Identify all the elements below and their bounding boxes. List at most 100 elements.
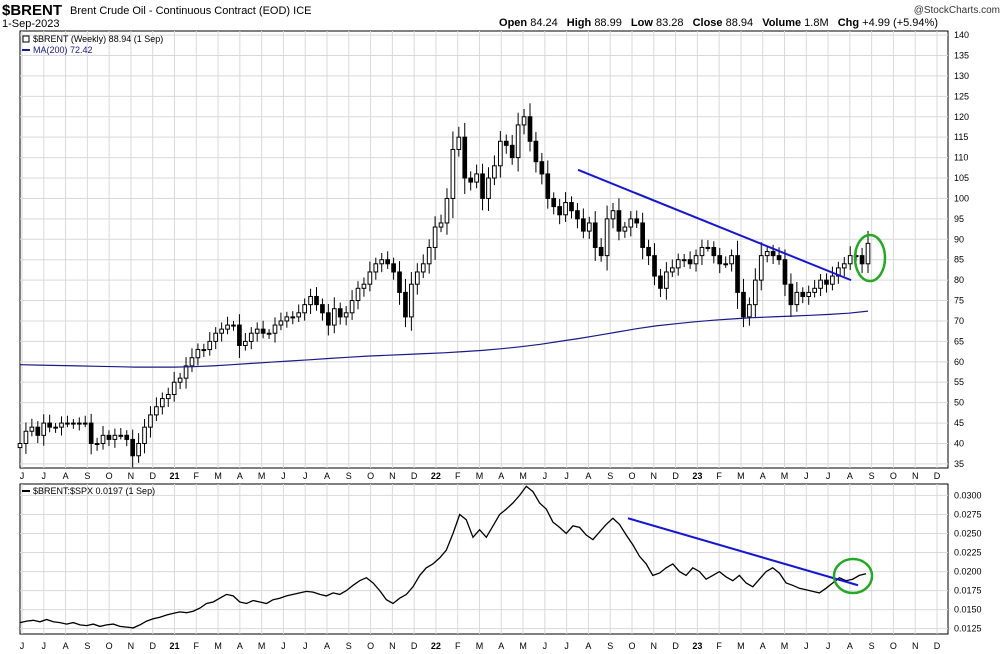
candle-down [397, 271, 402, 293]
candle-up [794, 291, 800, 306]
candle-up [183, 365, 189, 379]
candle-up [699, 246, 705, 257]
candle-down [575, 210, 580, 220]
price-tick-label: 105 [954, 173, 969, 183]
candle-up [308, 295, 313, 306]
candle-down [687, 259, 693, 265]
x-tick-label: O [890, 471, 897, 481]
ratio-tick-label: 0.0300 [954, 490, 982, 500]
price-tick-label: 55 [954, 377, 964, 387]
candle-up [272, 324, 278, 334]
price-tick-label: 60 [954, 357, 964, 367]
x-tick-label-bottom: J [804, 641, 809, 651]
x-tick-label-bottom: 23 [692, 641, 702, 651]
candle-up [100, 434, 106, 444]
candle-down [646, 246, 651, 257]
x-tick-label: J [303, 471, 308, 481]
price-tick-label: 115 [954, 132, 968, 142]
candle-up [492, 165, 497, 179]
price-tick-label: 35 [954, 459, 964, 469]
x-tick-label-bottom: N [651, 641, 658, 651]
x-tick-label: J [564, 471, 569, 481]
ratio-line [19, 485, 867, 629]
candle-down [391, 263, 396, 273]
x-tick-label-bottom: J [543, 641, 548, 651]
candle-down [569, 202, 574, 212]
x-tick-label-bottom: M [781, 641, 789, 651]
x-tick-label: N [389, 471, 396, 481]
x-tick-label-bottom: J [564, 641, 569, 651]
x-tick-label-bottom: A [760, 641, 766, 651]
candle-down [527, 116, 533, 142]
x-tick-label-bottom: O [628, 641, 635, 651]
candle-down [741, 291, 746, 318]
candle-up [474, 173, 479, 183]
ohlc-readout: Open 84.24 High 88.99 Low 83.28 Close 88… [499, 17, 944, 29]
x-tick-label-bottom: S [84, 641, 90, 651]
candle-up [165, 393, 171, 400]
candle-up [379, 259, 385, 265]
price-tick-label: 50 [954, 398, 964, 408]
x-tick-label-bottom: M [258, 641, 266, 651]
candle-up [367, 271, 373, 285]
x-tick-label: 23 [692, 471, 702, 481]
candle-down [859, 255, 865, 265]
candle-up [764, 251, 770, 257]
x-tick-label: J [826, 471, 831, 481]
candle-down [717, 255, 723, 265]
candle-down [503, 140, 509, 146]
candle-up [414, 271, 420, 285]
x-tick-label-bottom: 22 [431, 641, 441, 651]
x-tick-label: O [106, 471, 113, 481]
x-tick-label: D [149, 471, 156, 481]
candle-up [693, 255, 699, 265]
candle-up [497, 140, 503, 167]
price-tick-label: 120 [954, 112, 969, 122]
x-tick-label: J [20, 471, 25, 481]
candle-up [604, 218, 610, 257]
candle-up [231, 324, 236, 327]
x-tick-label-bottom: S [869, 641, 875, 651]
candle-up [361, 283, 367, 289]
candle-up [159, 398, 165, 408]
candle-down [551, 197, 557, 208]
x-tick-label: O [628, 471, 635, 481]
price-tick-label: 70 [954, 316, 964, 326]
candle-up [758, 255, 764, 281]
x-tick-label-bottom: A [237, 641, 243, 651]
candle-down [658, 275, 663, 289]
candle-down [788, 283, 794, 306]
x-tick-label: O [367, 471, 374, 481]
x-tick-label-bottom: M [737, 641, 745, 651]
x-tick-label: A [324, 471, 330, 481]
ratio-highlight-circle [832, 557, 874, 595]
price-tick-label: 125 [954, 91, 969, 101]
candle-up [213, 332, 219, 342]
price-tick-label: 140 [954, 30, 969, 40]
legend-candle-icon [22, 35, 30, 43]
x-tick-label-bottom: S [607, 641, 613, 651]
candle-up [865, 242, 871, 265]
ma200-line [19, 310, 869, 368]
candle-down [735, 255, 740, 293]
candle-down [124, 434, 130, 440]
candle-down [462, 136, 468, 179]
candle-up [705, 246, 711, 249]
x-tick-label-bottom: D [934, 641, 941, 651]
candle-up [296, 312, 302, 318]
candle-up [41, 422, 47, 436]
candle-down [35, 426, 41, 436]
candle-up [426, 246, 432, 265]
candle-up [515, 124, 521, 159]
candle-down [581, 218, 586, 232]
candle-up [444, 197, 450, 224]
candle-up [266, 332, 272, 335]
candle-down [782, 259, 788, 285]
x-tick-label-bottom: A [585, 641, 591, 651]
x-tick-label-bottom: A [498, 641, 504, 651]
candle-up [818, 279, 823, 289]
candle-up [841, 263, 847, 269]
price-tick-label: 75 [954, 296, 964, 306]
x-tick-label: F [455, 471, 461, 481]
